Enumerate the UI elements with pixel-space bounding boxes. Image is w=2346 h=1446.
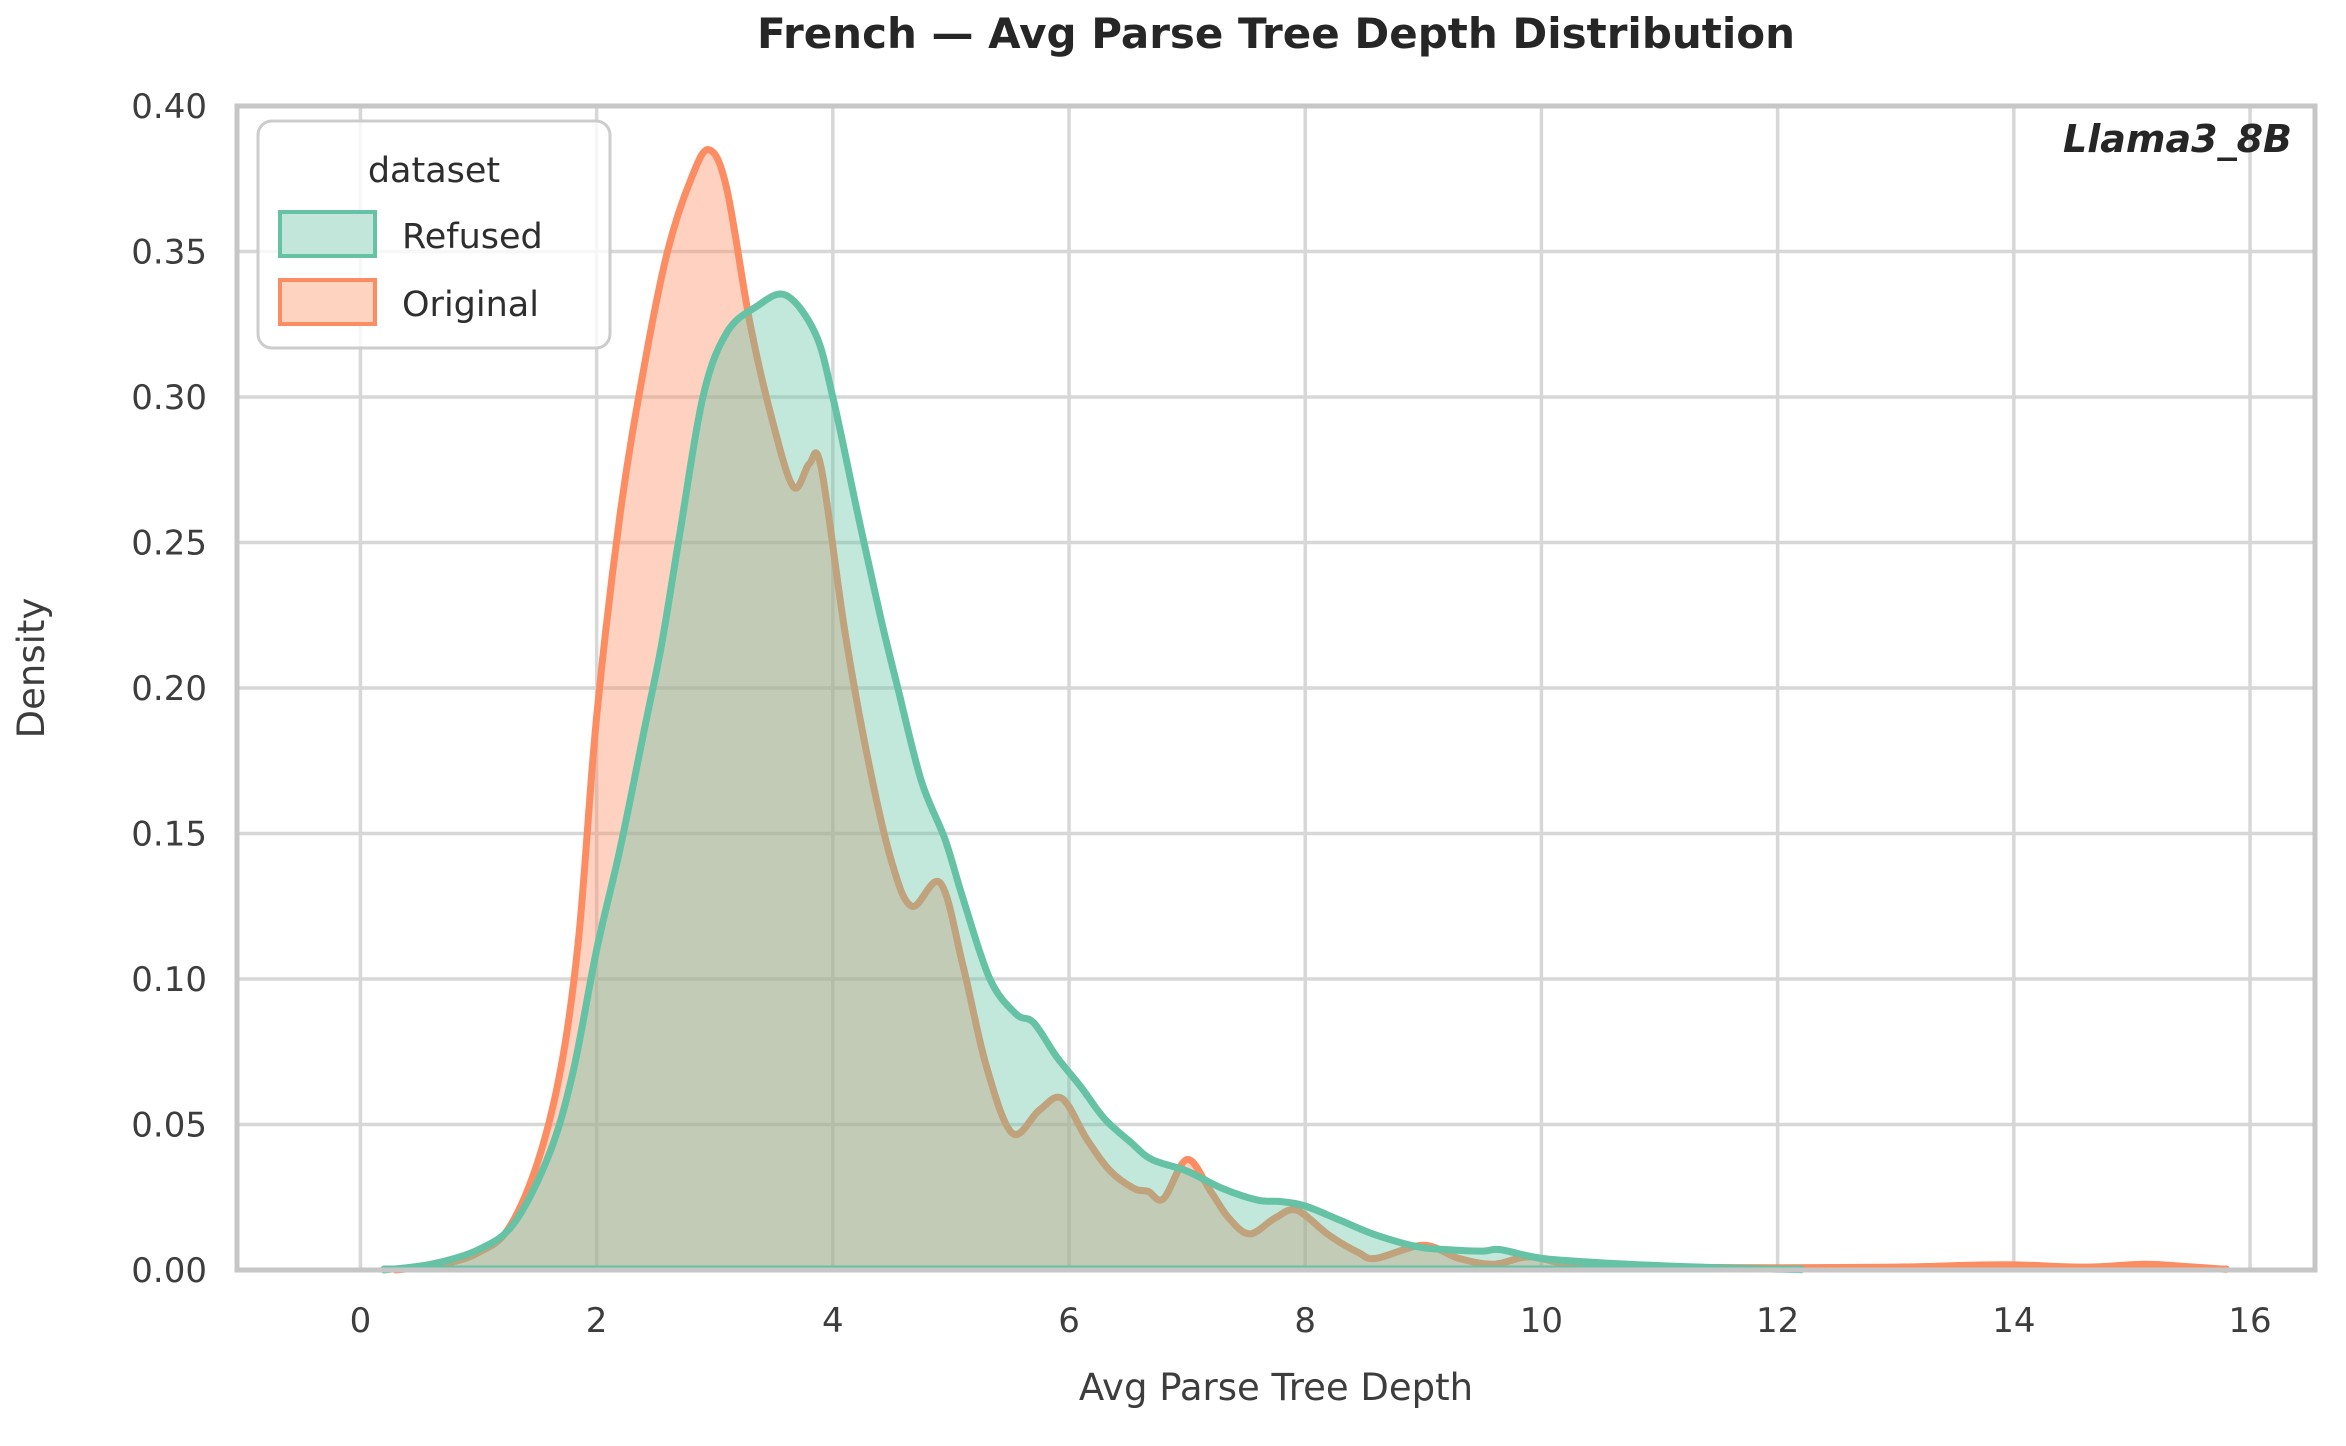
x-tick-label: 0 (350, 1301, 372, 1341)
x-axis-label: Avg Parse Tree Depth (1079, 1366, 1473, 1409)
y-tick-label: 0.05 (131, 1106, 207, 1146)
curve-layer (380, 146, 2230, 1274)
x-tick-label: 12 (1756, 1301, 1799, 1341)
kde-curve-refused (380, 290, 1805, 1274)
y-tick-label: 0.10 (131, 960, 207, 1000)
y-tick-label: 0.20 (131, 669, 207, 709)
model-annotation: Llama3_8B (2063, 117, 2292, 161)
legend-title: dataset (368, 151, 500, 191)
x-tick-label: 14 (1992, 1301, 2035, 1341)
y-tick-label: 0.00 (131, 1251, 207, 1291)
plot-border (234, 103, 2318, 1273)
x-tick-labels: 0 2 4 6 8 10 12 14 16 (350, 1301, 2272, 1341)
y-tick-label: 0.15 (131, 815, 207, 855)
legend-label-original: Original (402, 285, 539, 325)
y-tick-label: 0.30 (131, 378, 207, 418)
chart-title: French — Avg Parse Tree Depth Distributi… (757, 9, 1795, 58)
x-tick-label: 4 (822, 1301, 844, 1341)
y-tick-label: 0.25 (131, 524, 207, 564)
y-tick-label: 0.40 (131, 87, 207, 127)
legend-swatch-original (278, 278, 377, 326)
legend-label-refused: Refused (402, 217, 543, 257)
y-tick-labels: 0.00 0.05 0.10 0.15 0.20 0.25 0.30 0.35 0.40 (131, 87, 207, 1291)
x-tick-label: 16 (2228, 1301, 2271, 1341)
y-axis-label: Density (10, 598, 53, 739)
x-tick-label: 6 (1058, 1301, 1080, 1341)
legend: dataset Refused Original (256, 119, 612, 350)
x-tick-label: 2 (586, 1301, 608, 1341)
y-tick-label: 0.35 (131, 233, 207, 273)
legend-swatch-refused (278, 210, 377, 258)
x-tick-label: 8 (1294, 1301, 1316, 1341)
x-tick-label: 10 (1520, 1301, 1563, 1341)
